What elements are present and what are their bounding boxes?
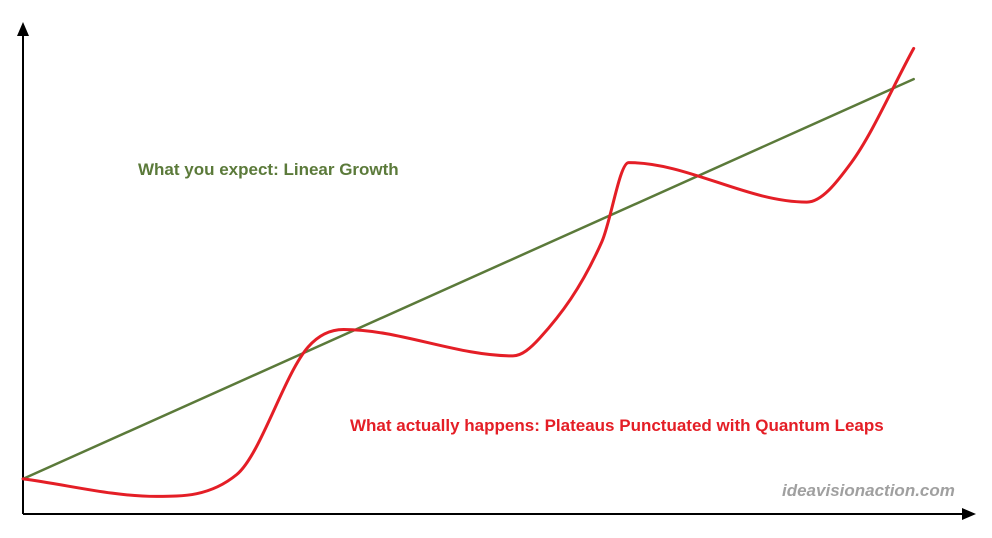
watermark-text: ideavisionaction.com <box>782 481 955 500</box>
linear-growth-label: What you expect: Linear Growth <box>138 160 399 179</box>
axes <box>17 22 976 520</box>
actual-series-line <box>21 46 916 498</box>
x-axis-arrow <box>962 508 976 520</box>
y-axis-arrow <box>17 22 29 36</box>
expected-series-line <box>21 77 915 481</box>
series-layer <box>21 46 916 498</box>
actual-growth-label: What actually happens: Plateaus Punctuat… <box>350 416 884 435</box>
